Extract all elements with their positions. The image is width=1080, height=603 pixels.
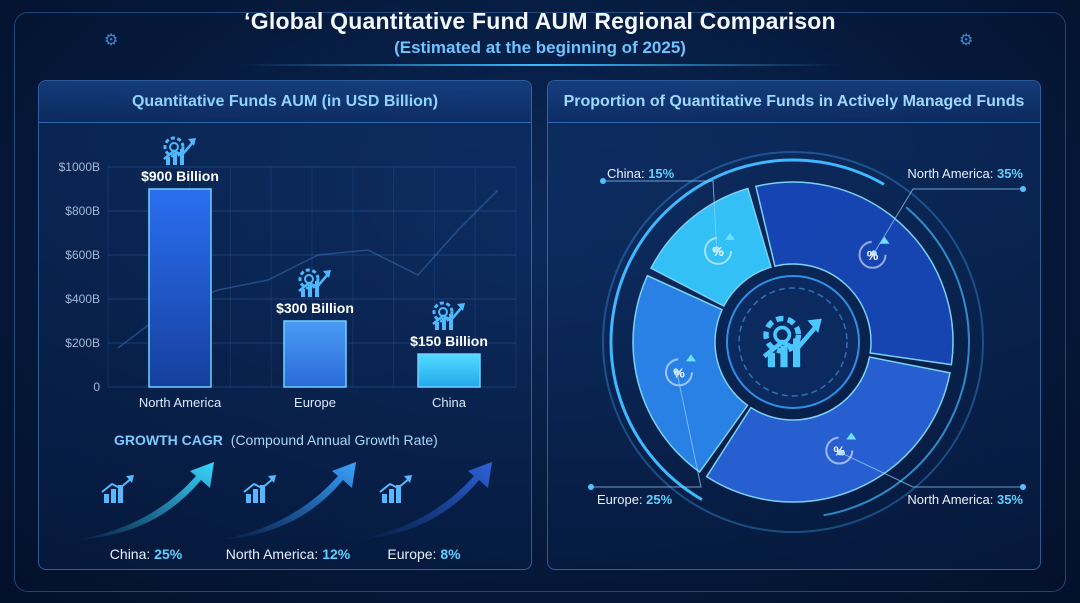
growth-heading-rest: (Compound Annual Growth Rate): [231, 432, 438, 448]
outer-arc: [609, 158, 885, 501]
up-arrow-glyph: [685, 354, 696, 362]
growth-arrow-shape: [354, 462, 492, 540]
growth-value: 8%: [440, 546, 461, 562]
x-category-label: North America: [139, 395, 222, 410]
y-tick-label: 0: [93, 380, 100, 394]
x-category-label: Europe: [294, 395, 336, 410]
growth-arrow-shape: [218, 462, 356, 540]
callout-end-dot: [1020, 186, 1026, 192]
bar: [283, 320, 347, 388]
title-underline: [240, 64, 840, 66]
y-tick-label: $600B: [65, 248, 100, 262]
callout-value: 15%: [648, 166, 674, 181]
gear-growth-chart-icon: [298, 268, 331, 297]
title-block: ‘Global Quantitative Fund AUM Regional C…: [0, 8, 1080, 58]
gear-icon: ⚙: [959, 32, 974, 49]
page-subtitle: (Estimated at the beginning of 2025): [394, 38, 686, 57]
growth-value: 25%: [154, 546, 183, 562]
donut-slice: [632, 274, 749, 474]
growth-region: China:: [110, 546, 154, 562]
donut-callouts: China: 15% North America: 35% Europe: 25% N…: [588, 166, 1026, 507]
gear-icon: ⚙: [104, 32, 119, 49]
growth-bars-icon: [243, 475, 276, 503]
bar: [148, 188, 212, 388]
callout-region: North America:: [907, 166, 997, 181]
proportion-chart-title: Proportion of Quantitative Funds in Acti…: [548, 81, 1040, 123]
x-axis-categories: North America Europe China: [139, 395, 467, 410]
up-arrow-glyph: [879, 236, 890, 244]
growth-bars-icon: [379, 475, 412, 503]
callout-line: [873, 188, 1023, 254]
callout-dot: [870, 250, 877, 257]
growth-label: Europe: 8%: [387, 546, 461, 562]
donut-center: [726, 275, 860, 409]
growth-heading-bold: GROWTH CAGR: [114, 432, 223, 448]
x-category-label: China: [432, 395, 467, 410]
donut-slice: [650, 187, 772, 307]
callout-label: Europe: 25%: [597, 492, 673, 507]
callout-end-dot: [1020, 484, 1026, 490]
callout-label: North America: 35%: [907, 492, 1023, 507]
callout-line: [591, 372, 702, 488]
growth-arrow: [354, 462, 492, 540]
callout-line: [839, 451, 1023, 488]
center-ring-dashed: [738, 287, 848, 397]
y-tick-label: $800B: [65, 204, 100, 218]
callout-value: 35%: [997, 492, 1023, 507]
bar: [417, 353, 481, 388]
callout-region: North America:: [907, 492, 997, 507]
up-arrow-glyph: [725, 232, 736, 240]
bar-value-label: $150 Billion: [410, 333, 488, 349]
aum-chart-title: Quantitative Funds AUM (in USD Billion): [39, 81, 531, 123]
callout-value: 35%: [997, 166, 1023, 181]
callout-label: North America: 35%: [907, 166, 1023, 181]
growth-arrow-shape: [76, 462, 214, 540]
y-tick-label: $1000B: [59, 160, 100, 174]
bar-value-label: $900 Billion: [141, 168, 219, 184]
donut-slice: [705, 356, 951, 503]
bar-value-label: $300 Billion: [276, 300, 354, 316]
growth-heading: GROWTH CAGR (Compound Annual Growth Rate…: [114, 432, 438, 448]
outer-arc: [823, 206, 970, 517]
bar-marks: [148, 188, 481, 388]
bar-icons: [163, 136, 465, 330]
page-title: ‘Global Quantitative Fund AUM Regional C…: [244, 8, 836, 34]
growth-label: North America: 12%: [226, 546, 351, 562]
aum-bar-chart: 0 $200B $400B $600B $800B $1000B $900 Billion…: [59, 136, 517, 562]
up-arrow-glyph: [846, 432, 857, 440]
callout-label: China: 15%: [607, 166, 675, 181]
callout-end-dot: [600, 178, 606, 184]
callout-line: [603, 180, 718, 250]
bar-value-labels: $900 Billion $300 Billion $150 Billion: [141, 168, 488, 349]
y-tick-label: $400B: [65, 292, 100, 306]
growth-region: Europe:: [387, 546, 440, 562]
gear-growth-chart-icon: [432, 301, 465, 330]
growth-region: North America:: [226, 546, 322, 562]
callout-value: 25%: [646, 492, 672, 507]
y-tick-label: $200B: [65, 336, 100, 350]
growth-label: China: 25%: [110, 546, 183, 562]
proportion-donut-chart: %%%% China: 15% North America: 35% Europe:…: [588, 151, 1026, 533]
callout-end-dot: [588, 484, 594, 490]
growth-items: China: 25% North America: 12% Europe: 8%: [76, 462, 492, 562]
growth-arrow: [76, 462, 214, 540]
callout-region: Europe:: [597, 492, 646, 507]
center-ring: [726, 275, 860, 409]
growth-value: 12%: [322, 546, 351, 562]
donut-slices: %%%%: [632, 181, 954, 503]
growth-bars-icon: [101, 475, 134, 503]
growth-arrow: [218, 462, 356, 540]
y-axis-ticks: 0 $200B $400B $600B $800B $1000B: [59, 160, 101, 394]
outer-frame: [14, 12, 1066, 592]
donut-slice: [754, 181, 954, 366]
gear-growth-chart-icon: [163, 136, 196, 165]
donut-decor-rings: [602, 151, 984, 533]
callout-region: China:: [607, 166, 648, 181]
outer-ring: [602, 151, 984, 533]
